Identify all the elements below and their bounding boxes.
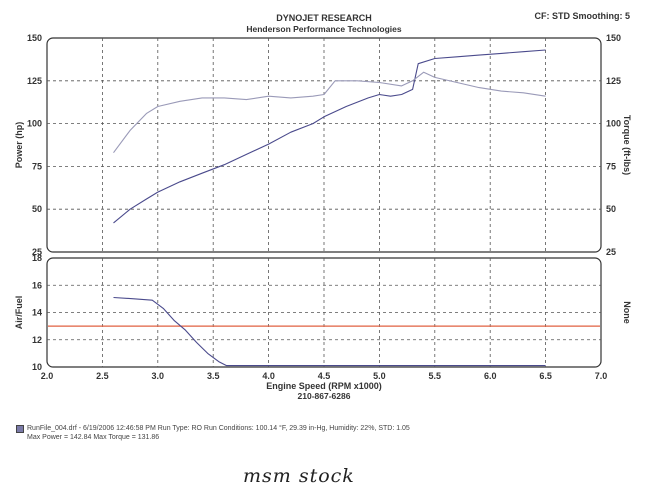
run-info: RunFile_004.drf - 6/19/2006 12:46:58 PM … [27,425,410,432]
afr-tick-label: 18 [32,253,42,263]
afr-tick-label: 10 [32,362,42,372]
afr-tick-label: 16 [32,280,42,290]
handwritten-note: msm stock [243,465,355,487]
power-tick-label: 75 [32,161,42,171]
afr-tick-label: 14 [32,308,42,318]
settings-label: CF: STD Smoothing: 5 [534,11,631,21]
rpm-tick-label: 5.0 [373,371,386,381]
torque-axis-label: Torque (ft-lbs) [622,115,632,175]
power-tick-label: 50 [32,204,42,214]
afr-axis-label: Air/Fuel [14,296,24,330]
power-tick-label: 125 [27,76,42,86]
rpm-tick-label: 5.5 [429,371,442,381]
rpm-tick-label: 4.5 [318,371,331,381]
rpm-tick-label: 6.0 [484,371,497,381]
none-axis-label: None [622,301,632,324]
rpm-tick-label: 4.0 [262,371,275,381]
dyno-chart: 25 25 50 50 75 75 100 100 125 125 150 150 10 12 14 16 18… [14,33,632,401]
torque-curve [113,71,546,154]
phone-number: 210-867-6286 [298,391,351,401]
afr-tick-label: 12 [32,335,42,345]
power-curve [113,49,546,224]
chart-subtitle: Henderson Performance Technologies [246,24,402,34]
torque-tick-label: 100 [606,119,621,129]
rpm-tick-label: 2.0 [41,371,54,381]
rpm-tick-label: 3.5 [207,371,220,381]
rpm-tick-label: 3.0 [152,371,165,381]
chart-title: DYNOJET RESEARCH [276,13,372,23]
run-legend-swatch [16,425,24,433]
x-axis-label: Engine Speed (RPM x1000) [266,381,382,391]
torque-tick-label: 125 [606,76,621,86]
power-axis-label: Power (hp) [14,122,24,169]
torque-tick-label: 150 [606,33,621,43]
torque-tick-label: 75 [606,161,616,171]
power-tick-label: 100 [27,119,42,129]
rpm-tick-label: 7.0 [595,371,608,381]
power-tick-label: 150 [27,33,42,43]
torque-tick-label: 50 [606,204,616,214]
rpm-tick-label: 2.5 [96,371,109,381]
torque-tick-label: 25 [606,247,616,257]
afr-curve [113,296,546,367]
power-tick-label: 25 [32,247,42,257]
rpm-tick-label: 6.5 [539,371,552,381]
max-values: Max Power = 142.84 Max Torque = 131.86 [27,434,160,441]
